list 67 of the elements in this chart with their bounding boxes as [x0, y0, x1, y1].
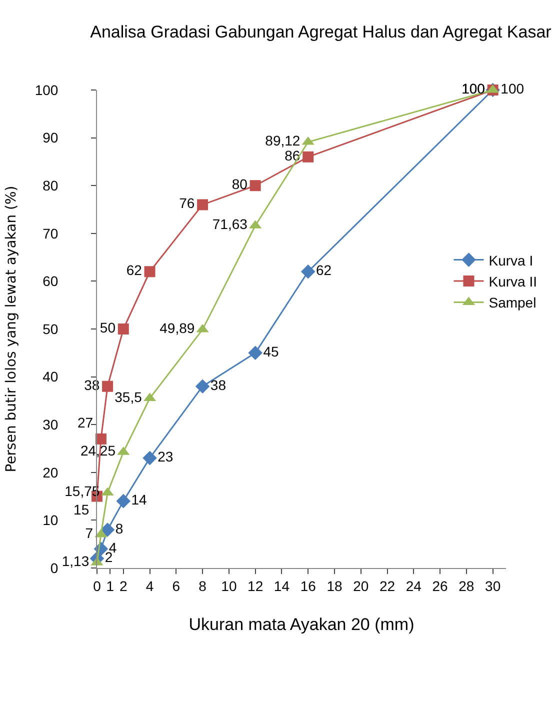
- point: [250, 180, 261, 192]
- x-tick-label: 16: [300, 578, 316, 594]
- y-tick-label: 10: [42, 512, 58, 528]
- y-tick-label: 50: [42, 320, 58, 337]
- point: [248, 346, 262, 360]
- data-label: 100: [462, 80, 486, 96]
- data-label: 8: [115, 520, 124, 536]
- y-tick-label: 40: [42, 368, 58, 385]
- x-tick-label: 18: [326, 578, 342, 594]
- point: [144, 266, 156, 278]
- data-label: 100: [500, 80, 524, 96]
- x-tick-label: 30: [485, 578, 501, 594]
- data-label: 50: [100, 320, 116, 336]
- data-label: 76: [179, 195, 195, 212]
- point: [102, 380, 114, 392]
- point: [142, 450, 157, 466]
- data-label: 15: [74, 502, 90, 518]
- x-tick-label: 14: [274, 578, 290, 594]
- data-label: 38: [210, 376, 226, 393]
- y-tick-label: 90: [42, 130, 58, 146]
- y-axis-title: Persen butir lolos yang lewat ayakan (%): [3, 186, 20, 472]
- x-tick-label: 22: [379, 578, 396, 594]
- data-label: 80: [232, 176, 248, 192]
- legend-label: Sampel: [488, 294, 536, 311]
- x-tick-label: 2: [119, 578, 128, 594]
- data-label: 23: [158, 448, 174, 465]
- x-tick-label: 8: [198, 578, 207, 594]
- data-label: 7: [85, 525, 94, 542]
- y-tick-label: 30: [42, 416, 58, 432]
- x-tick-label: 28: [458, 578, 474, 594]
- x-tick-label: 20: [353, 578, 369, 594]
- chart-title: Analisa Gradasi Gabungan Agregat Halus dan Agregat Kasar: [90, 22, 552, 42]
- x-tick-label: 26: [432, 578, 448, 594]
- data-label: 35,5: [114, 388, 142, 405]
- y-tick-label: 0: [50, 560, 58, 576]
- data-label: 1,13: [62, 553, 90, 570]
- data-label: 49,89: [160, 320, 195, 336]
- point: [300, 264, 316, 279]
- y-tick-label: 80: [42, 178, 58, 194]
- y-tick-label: 60: [42, 273, 58, 290]
- data-label: 71,63: [212, 216, 248, 232]
- x-tick-label: 1: [106, 578, 114, 594]
- x-tick-label: 10: [221, 578, 237, 594]
- x-tick-label: 24: [406, 578, 422, 594]
- x-axis-title: Ukuran mata Ayakan 20 (mm): [188, 615, 414, 634]
- legend-label: Kurva I: [488, 252, 534, 268]
- point: [197, 199, 208, 210]
- legend-label: Kurva II: [488, 273, 537, 290]
- x-tick-label: 4: [146, 578, 154, 594]
- point: [116, 494, 131, 508]
- y-tick-label: 70: [42, 225, 58, 242]
- point: [118, 324, 129, 334]
- data-label: 14: [131, 492, 148, 508]
- point: [195, 379, 210, 394]
- y-tick-label: 20: [42, 464, 58, 480]
- x-tick-label: 6: [172, 578, 180, 594]
- point: [302, 151, 314, 162]
- data-label: 62: [316, 262, 332, 278]
- data-label: 62: [126, 262, 142, 278]
- point: [95, 433, 106, 444]
- x-tick-label: 12: [248, 578, 264, 594]
- y-tick-label: 100: [34, 82, 58, 98]
- data-label: 45: [263, 343, 279, 360]
- point: [100, 522, 115, 537]
- data-label: 27: [78, 414, 94, 431]
- x-tick-label: 0: [93, 578, 102, 594]
- data-label: 89,12: [265, 132, 300, 149]
